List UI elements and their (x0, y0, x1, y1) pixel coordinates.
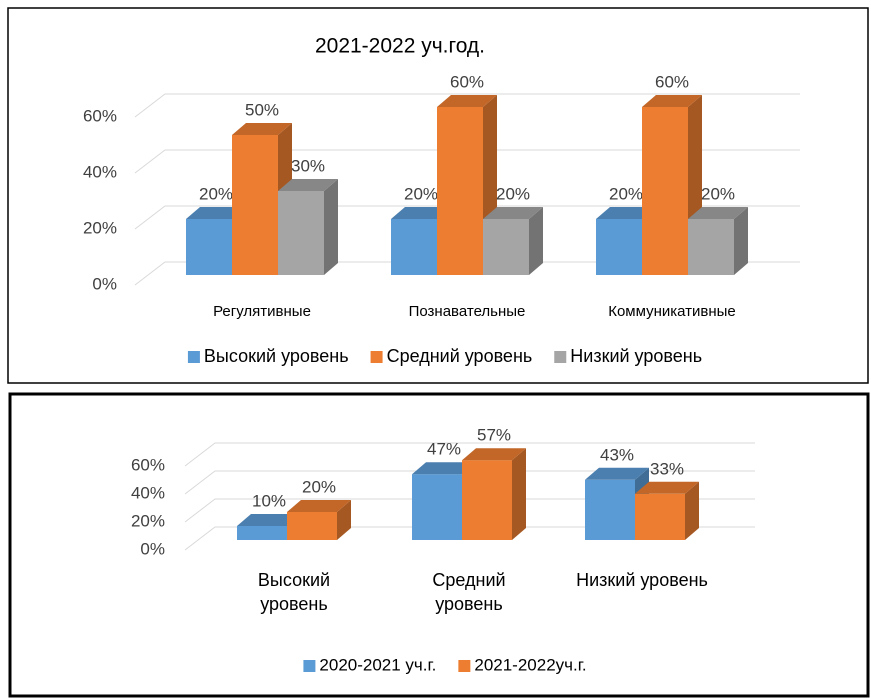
data-label: 57% (477, 426, 511, 445)
grid-line (134, 205, 800, 230)
bar-front (437, 107, 483, 275)
legend-swatch (303, 660, 316, 672)
bar-top (232, 123, 292, 135)
bar-front (596, 219, 642, 275)
bar-top (635, 481, 699, 494)
bar-front (585, 479, 635, 540)
y-tick-label: 0% (92, 274, 117, 293)
bar-front (412, 474, 462, 540)
data-label: 60% (450, 72, 484, 91)
y-tick-label: 0% (140, 539, 165, 558)
x-tick-label: Коммуникативные (608, 303, 736, 320)
data-label: 33% (650, 459, 684, 478)
x-tick-label: Познавательные (408, 303, 526, 320)
x-tick-label: Средний уровень (432, 570, 506, 615)
grid-line (134, 261, 800, 286)
bar-front (278, 191, 324, 275)
legend-label: 2021-2022уч.г. (474, 655, 586, 674)
bar-top (437, 95, 497, 107)
bar-side (685, 481, 699, 540)
bar-top (412, 462, 476, 475)
data-label: 20% (404, 184, 438, 203)
data-label: 20% (496, 184, 530, 203)
data-label: 20% (609, 184, 643, 203)
grid-line (184, 442, 755, 467)
y-tick-label: 40% (83, 162, 117, 181)
y-tick-label: 40% (131, 483, 165, 502)
grid-line (184, 470, 755, 495)
bar-top (391, 207, 451, 219)
data-label: 20% (199, 184, 233, 203)
grid-line (184, 498, 755, 523)
legend-swatch (187, 351, 200, 363)
bar-top (237, 514, 301, 526)
x-tick-label: Высокий уровень (257, 570, 331, 615)
bar-top (287, 500, 351, 512)
legend-label: 2020-2021 уч.г. (319, 655, 436, 674)
legend-swatch (458, 660, 471, 672)
bar-front (462, 460, 512, 540)
bar-front (287, 512, 337, 540)
data-label: 50% (245, 100, 279, 119)
bottom-frame (8, 392, 870, 698)
legend-swatch (554, 351, 567, 363)
x-tick-label: Регулятивные (213, 303, 311, 320)
legend-label: Высокий уровень (204, 346, 349, 366)
bar-top (585, 467, 649, 480)
data-label: 43% (600, 445, 634, 464)
y-tick-label: 20% (83, 218, 117, 237)
chart-title: 2021-2022 уч.год. (315, 35, 485, 58)
legend-swatch (370, 351, 383, 363)
legend-label: Средний уровень (387, 346, 533, 366)
bar-front (237, 526, 287, 540)
bar-side (529, 207, 543, 275)
bar-top (278, 179, 338, 191)
bar-front (635, 493, 685, 540)
data-label: 20% (302, 477, 336, 496)
bar-top (688, 207, 748, 219)
top-frame (7, 7, 869, 384)
x-tick-label: Низкий уровень (576, 570, 708, 590)
data-label: 10% (252, 491, 286, 510)
bar-side (512, 448, 526, 540)
bar-front (688, 219, 734, 275)
bar-front (186, 219, 232, 275)
bar-side (324, 179, 338, 275)
grid-line (134, 149, 800, 174)
data-label: 30% (291, 156, 325, 175)
bar-top (596, 207, 656, 219)
y-tick-label: 60% (83, 106, 117, 125)
y-tick-label: 20% (131, 511, 165, 530)
bar-top (483, 207, 543, 219)
data-label: 47% (427, 440, 461, 459)
data-label: 60% (655, 72, 689, 91)
grid-line (184, 526, 755, 551)
bar-side (337, 500, 351, 540)
bar-top (186, 207, 246, 219)
legend-label: Низкий уровень (570, 346, 702, 366)
bar-side (734, 207, 748, 275)
bar-top (642, 95, 702, 107)
bar-front (391, 219, 437, 275)
bar-front (642, 107, 688, 275)
bar-top (462, 448, 526, 461)
y-tick-label: 60% (131, 455, 165, 474)
data-label: 20% (701, 184, 735, 203)
grid-line (134, 93, 800, 118)
bar-front (483, 219, 529, 275)
bar-front (232, 135, 278, 275)
